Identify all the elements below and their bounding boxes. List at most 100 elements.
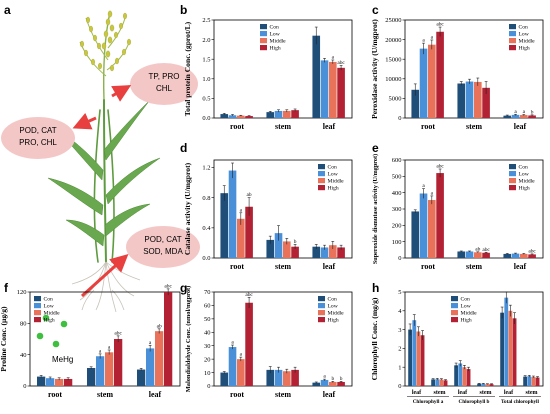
panel-letter-c: c [372,3,379,17]
bar-high-stem [291,369,299,386]
significance-label: abc [482,247,490,253]
bar-high-leaf [337,67,345,118]
bar-low-leaf [320,60,329,118]
significance-label: b [340,376,343,382]
significance-label: a [422,183,425,189]
bar-middle-leaf [155,331,164,386]
legend-label-con: Con [519,25,529,31]
y-axis-title: Catalase activity (U/mgprot) [183,162,192,255]
legend-swatch-low [318,303,325,309]
panel-letter-h: h [372,281,379,295]
bar-high-root [64,378,73,386]
legend-label-middle: Middle [519,179,536,185]
bar-con-leaf [137,369,146,386]
legend-label-middle: Middle [328,311,345,317]
bar-high-leaf [420,335,425,386]
bar-middle-stem [283,241,291,258]
legend-swatch-con [318,164,325,170]
y-tick-label: 0.5 [202,96,210,103]
y-tick-label: 20000 [385,37,401,44]
significance-label: abc [436,22,444,28]
bar-low-leaf [320,247,329,258]
legend-label-middle: Middle [461,311,478,317]
legend-label-low: Low [328,172,339,178]
bar-low-leaf [320,379,329,386]
legend-swatch-high [318,185,325,191]
legend-swatch-middle [260,38,267,44]
y-tick-label: 300 [392,206,402,213]
group-label: Total chlorophyll [501,399,539,405]
y-tick-label: 120 [17,289,27,296]
legend-swatch-low [509,31,516,37]
bar-low-leaf [511,114,520,118]
bar-high-leaf [164,292,173,386]
legend-label-high: High [519,46,530,52]
panel-letter-f: f [4,281,9,295]
significance-label: a [240,207,243,213]
legend-label-con: Con [328,165,338,171]
legend-label-con: Con [461,297,471,303]
bar-con-stem [87,367,96,386]
category-label-stem: stem [466,122,482,131]
y-tick-label: 0 [23,383,26,390]
bar-con-stem [266,369,275,386]
group-label: Chlorophyll a [413,399,444,405]
legend-label-middle: Middle [270,39,287,45]
y-tick-label: 1 [398,364,401,371]
arrow-to-upper-right [111,85,132,102]
bar-con-stem [457,83,466,118]
panel-letter-a: a [4,3,11,17]
panel-b-chart: b 0.0 0.5 1.0 1.5 2.0 2.5 Total protein Conc. (… [180,3,353,131]
category-label-stem: stem [466,262,482,271]
arrow-to-lower-right [80,253,129,298]
y-tick-label: 0.4 [202,225,211,232]
bar-con-stem [266,239,275,258]
bar-middle-root [55,378,64,386]
bar-middle-stem [105,352,114,386]
bar-high-root [245,116,253,118]
y-tick-label: 200 [392,223,402,230]
bar-low-root [419,193,428,258]
legend-label-con: Con [328,297,338,303]
bubble-upper-left [1,117,75,159]
y-tick-label: 1.0 [202,76,210,83]
significance-label: a [323,374,326,380]
bar-middle-root [237,359,245,386]
y-axis-title: Peroxidase activity (U/mgprot) [370,19,379,119]
y-tick-label: 25000 [385,17,401,24]
bar-high-stem [291,246,299,258]
significance-label: abc [245,292,253,298]
bar-low-root [228,115,237,118]
legend-swatch-high [451,317,458,323]
significance-label: abc [164,283,172,289]
y-tick-label: 0 [207,383,210,390]
bar-low-stem [274,110,283,118]
y-tick-label: 100 [392,239,402,246]
bar-con-root [220,114,229,118]
legend-swatch-low [451,303,458,309]
category-label: leaf [504,390,514,396]
significance-label: b [531,109,534,115]
bubble-upper-right-line-2: CHL [156,84,173,93]
y-tick-label: 1.5 [202,56,210,63]
y-tick-label: 0 [398,115,401,122]
bar-high-leaf [466,369,471,386]
category-label-leaf: leaf [323,262,336,271]
significance-label: abc [528,248,536,254]
legend-swatch-low [509,171,516,177]
legend-label-middle: Middle [44,311,61,317]
significance-label: a [99,348,102,354]
mehg-dots-icon [36,314,68,348]
legend-swatch-middle [509,38,516,44]
legend-label-high: High [328,186,339,192]
category-label-leaf: leaf [149,390,162,399]
y-tick-label: 1.2 [202,165,210,172]
bar-high-root [436,173,444,258]
legend-label-low: Low [461,304,472,310]
bar-high-root [436,31,444,118]
panel-letter-b: b [180,3,187,17]
y-tick-label: 0.0 [202,115,210,122]
